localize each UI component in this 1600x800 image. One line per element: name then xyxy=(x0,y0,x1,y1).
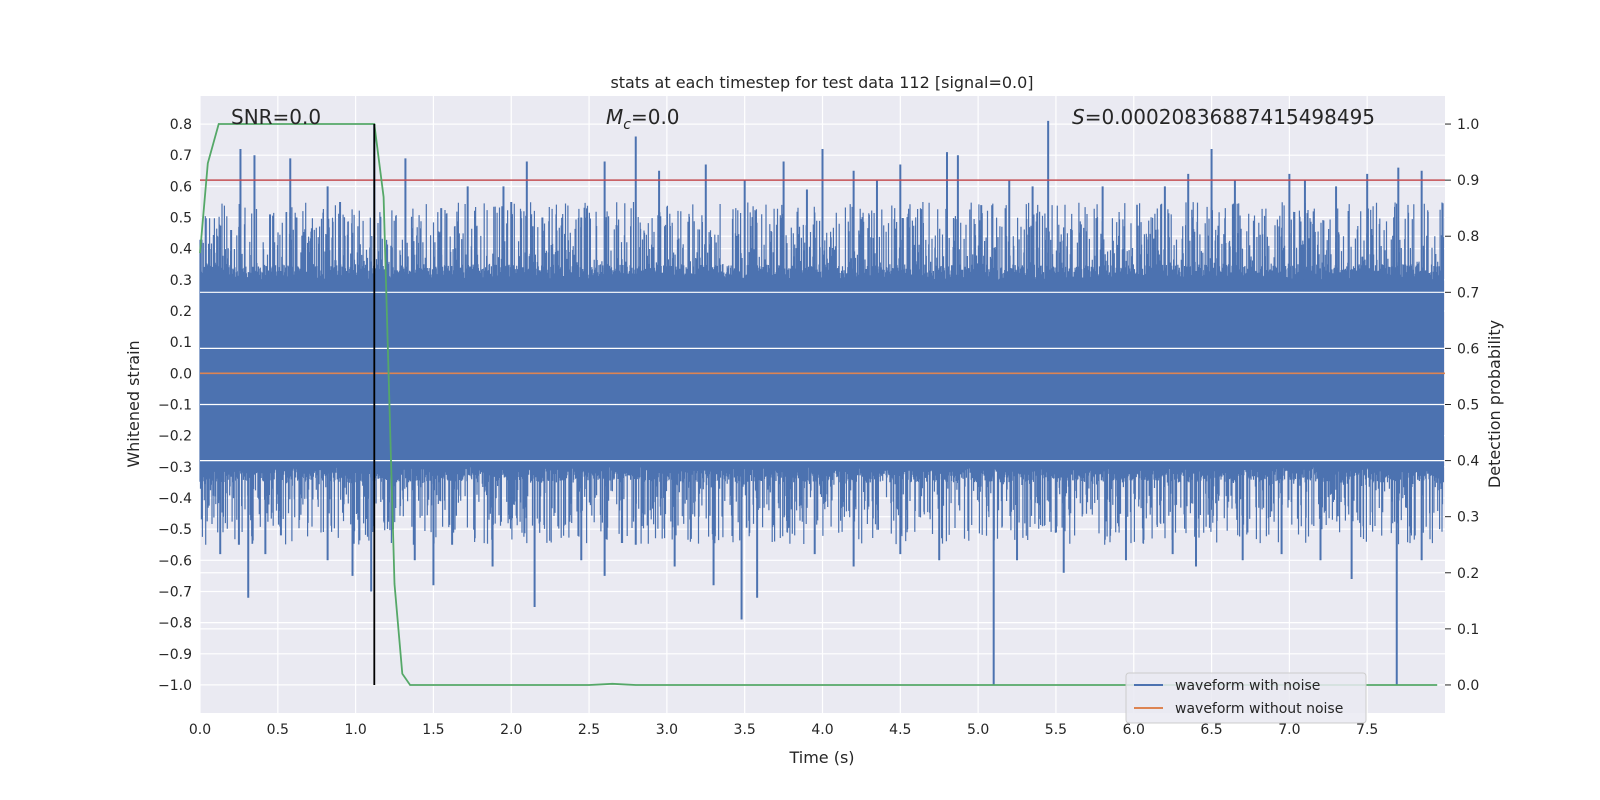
y2-tick-labels: 1.0 0.9 0.8 0.7 0.6 0.5 0.4 0.3 0.2 0.1 0.0 xyxy=(1445,117,1479,694)
y-tick-label: −0.3 xyxy=(158,460,192,476)
y-tick-label: 0.6 xyxy=(170,179,192,195)
y-tick-label: −0.2 xyxy=(158,429,192,445)
snr-annotation: SNR=0.0 xyxy=(231,105,321,129)
chirp-mass-subscript: c xyxy=(623,117,631,133)
x-tick-label: 4.0 xyxy=(811,722,833,738)
y-tick-label: 0.0 xyxy=(170,366,192,382)
y2-axis-label: Detection probability xyxy=(1485,320,1504,488)
y-tick-label: 0.5 xyxy=(170,211,192,227)
x-tick-label: 1.0 xyxy=(344,722,366,738)
x-tick-label: 4.5 xyxy=(889,722,911,738)
y-tick-label: 0.1 xyxy=(170,335,192,351)
y2-tick-label: 0.9 xyxy=(1457,173,1479,189)
x-tick-label: 3.0 xyxy=(656,722,678,738)
y-axis-label: Whitened strain xyxy=(124,340,143,467)
y2-tick-label: 0.6 xyxy=(1457,341,1479,357)
y2-tick-label: 0.3 xyxy=(1457,510,1479,526)
s-symbol: S xyxy=(1072,105,1085,129)
x-tick-label: 5.0 xyxy=(967,722,989,738)
y-tick-label: 0.2 xyxy=(170,304,192,320)
y2-tick-label: 0.0 xyxy=(1457,678,1479,694)
y2-tick-label: 0.7 xyxy=(1457,285,1479,301)
y-tick-label: −0.4 xyxy=(158,491,192,507)
x-tick-label: 7.5 xyxy=(1356,722,1378,738)
y-tick-label: −0.8 xyxy=(158,616,192,632)
chirp-mass-annotation: Mc=0.0 xyxy=(606,105,680,133)
x-tick-label: 0.5 xyxy=(267,722,289,738)
y2-tick-label: 1.0 xyxy=(1457,117,1479,133)
y-tick-labels: 0.8 0.7 0.6 0.5 0.4 0.3 0.2 0.1 0.0 −0.1 −0.2 −0.3 −… xyxy=(158,117,192,694)
legend-label-waveform-without-noise: waveform without noise xyxy=(1175,701,1343,717)
y-tick-label: 0.4 xyxy=(170,242,192,258)
x-tick-labels: 0.0 0.5 1.0 1.5 2.0 2.5 3.0 3.5 4.0 4.5 5.0 5.5 6.0 6… xyxy=(189,722,1378,738)
x-axis-label: Time (s) xyxy=(788,748,854,767)
x-tick-label: 7.0 xyxy=(1278,722,1300,738)
y2-tick-label: 0.2 xyxy=(1457,566,1479,582)
y-tick-label: −0.9 xyxy=(158,647,192,663)
y-tick-label: −1.0 xyxy=(158,678,192,694)
y-tick-label: −0.6 xyxy=(158,553,192,569)
x-tick-label: 5.5 xyxy=(1045,722,1067,738)
y2-tick-label: 0.4 xyxy=(1457,454,1479,470)
s-annotation: S=0.00020836887415498495 xyxy=(1072,105,1375,129)
y2-tick-label: 0.1 xyxy=(1457,622,1479,638)
chirp-mass-value: =0.0 xyxy=(631,105,680,129)
x-tick-label: 6.5 xyxy=(1200,722,1222,738)
y-tick-label: 0.8 xyxy=(170,117,192,133)
x-tick-label: 2.5 xyxy=(578,722,600,738)
y-tick-label: −0.1 xyxy=(158,398,192,414)
x-tick-label: 6.0 xyxy=(1123,722,1145,738)
y2-tick-label: 0.8 xyxy=(1457,229,1479,245)
x-tick-label: 3.5 xyxy=(734,722,756,738)
s-value: =0.00020836887415498495 xyxy=(1085,105,1375,129)
y-tick-label: −0.5 xyxy=(158,522,192,538)
x-tick-label: 2.0 xyxy=(500,722,522,738)
x-tick-label: 1.5 xyxy=(422,722,444,738)
chart-title: stats at each timestep for test data 112… xyxy=(610,73,1033,92)
chirp-mass-symbol: M xyxy=(606,105,623,129)
legend: waveform with noise waveform without noi… xyxy=(1125,672,1367,724)
x-tick-label: 0.0 xyxy=(189,722,211,738)
probability-line xyxy=(199,123,1438,686)
y-tick-label: 0.7 xyxy=(170,148,192,164)
legend-label-waveform-with-noise: waveform with noise xyxy=(1175,678,1320,694)
series-detection-probability xyxy=(199,123,1438,686)
y-tick-label: −0.7 xyxy=(158,584,192,600)
y2-tick-label: 0.5 xyxy=(1457,398,1479,414)
y-tick-label: 0.3 xyxy=(170,273,192,289)
legend-box xyxy=(1125,672,1367,724)
